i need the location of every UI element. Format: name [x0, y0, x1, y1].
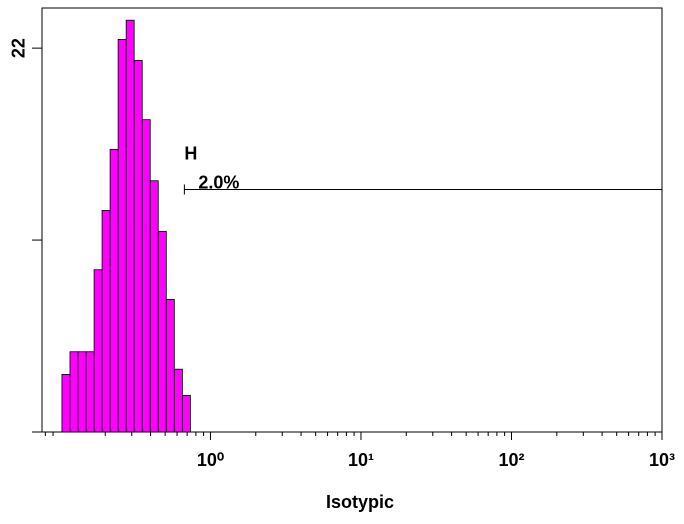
histogram-bar: [69, 351, 79, 433]
histogram-bar: [165, 298, 175, 433]
histogram-bar: [85, 351, 95, 433]
plot-frame: [41, 7, 663, 433]
histogram-bar: [117, 39, 127, 433]
gate-percent: 2.0%: [198, 172, 239, 192]
x-tick-label: 10²: [498, 450, 524, 470]
y-tick-label: 22: [9, 38, 29, 58]
histogram-bar: [149, 180, 159, 433]
gate-name: H: [184, 143, 197, 163]
histogram-bar: [109, 148, 119, 433]
histogram-bar: [141, 119, 151, 433]
histogram-bar: [181, 394, 191, 433]
x-axis-label: Isotypic: [326, 492, 394, 512]
histogram-bar: [77, 351, 87, 433]
x-tick-label: 10¹: [348, 450, 374, 470]
histogram-bar: [157, 230, 167, 433]
histogram-bar: [101, 210, 111, 433]
histogram-bar: [93, 269, 103, 433]
histogram-bar: [125, 19, 135, 433]
x-tick-label: 10³: [649, 450, 675, 470]
histogram-bar: [133, 59, 143, 433]
x-tick-label: 10⁰: [197, 450, 224, 470]
histogram-bar: [61, 374, 71, 433]
histogram-bar: [173, 368, 183, 433]
